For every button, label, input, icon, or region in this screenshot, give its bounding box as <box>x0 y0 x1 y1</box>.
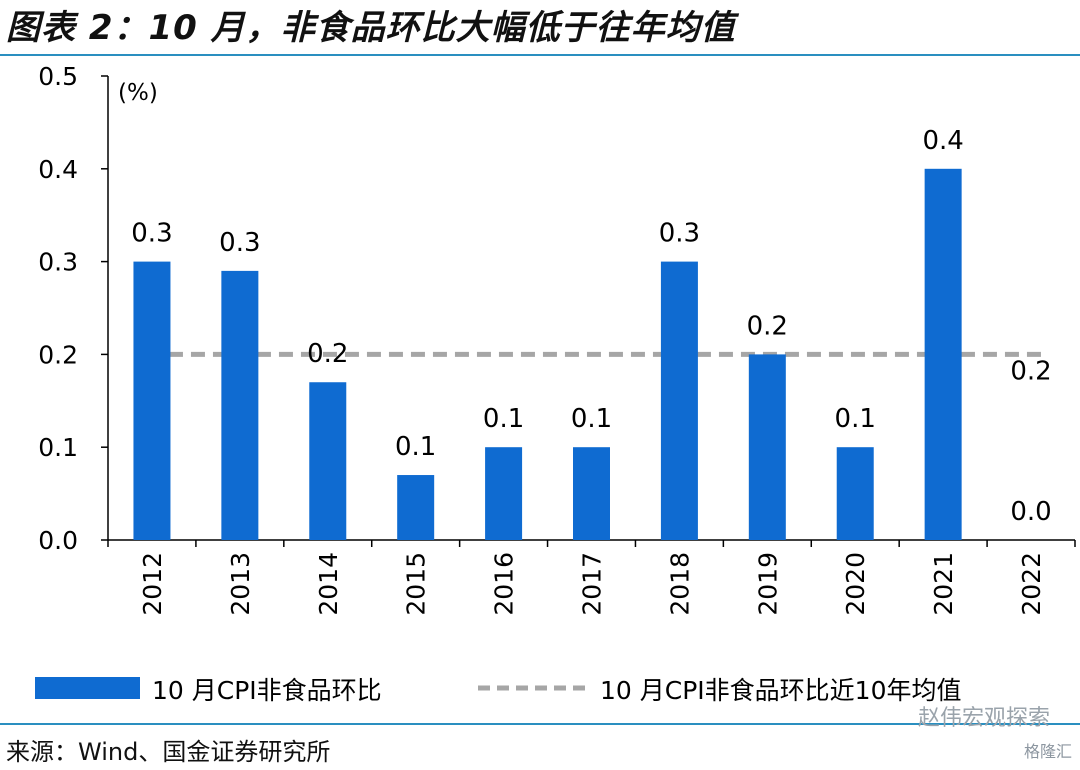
bar-data-label: 0.3 <box>659 219 700 249</box>
bar <box>836 447 874 540</box>
bar <box>309 382 347 540</box>
watermark-small: 格隆汇 <box>1023 742 1072 761</box>
legend-bar-label: 10 月CPI非食品环比 <box>152 676 382 705</box>
y-tick-label: 0.0 <box>38 526 78 555</box>
bar <box>221 270 259 540</box>
x-tick-label: 2019 <box>753 552 782 616</box>
x-tick-label: 2022 <box>1017 552 1046 616</box>
y-tick-label: 0.3 <box>38 248 78 277</box>
x-tick-label: 2021 <box>929 552 958 616</box>
average-data-label: 0.2 <box>1010 356 1051 386</box>
x-tick-label: 2013 <box>226 552 255 616</box>
bar-data-label: 0.1 <box>571 404 612 434</box>
bar <box>924 168 962 541</box>
bar-chart: 0.0 0.1 0.2 0.3 0.4 0.5 (%) 2012 2013 2014 2015 201… <box>35 62 1076 705</box>
source-note: 来源：Wind、国金证券研究所 <box>6 738 331 766</box>
bar-data-label: 0.2 <box>747 311 788 341</box>
unit-label: (%) <box>118 80 158 106</box>
bar-data-label: 0.1 <box>835 404 876 434</box>
x-tick-label: 2014 <box>314 552 343 616</box>
footer-divider <box>0 723 1080 725</box>
bar-data-label: 0.0 <box>1010 497 1051 527</box>
data-labels-group: 0.3 0.3 0.2 0.1 0.1 0.1 0.3 0.2 0.1 0.4 0.0 0.2 <box>131 126 1051 527</box>
bar-data-label: 0.1 <box>395 432 436 462</box>
bar <box>397 475 435 540</box>
x-tick-label: 2016 <box>490 552 519 616</box>
bar <box>748 354 786 540</box>
y-tick-label: 0.2 <box>38 340 78 369</box>
bar-data-label: 0.3 <box>131 219 172 249</box>
x-tick-label: 2012 <box>138 552 167 616</box>
chart-axes: 0.0 0.1 0.2 0.3 0.4 0.5 (%) 2012 2013 2014 2015 201… <box>38 62 1076 616</box>
title-divider <box>0 54 1080 56</box>
bar <box>660 261 698 540</box>
legend: 10 月CPI非食品环比 10 月CPI非食品环比近10年均值 <box>35 676 961 705</box>
x-tick-label: 2015 <box>402 552 431 616</box>
y-tick-label: 0.5 <box>38 62 78 91</box>
x-tick-label: 2020 <box>841 552 870 616</box>
y-tick-label: 0.1 <box>38 433 78 462</box>
bar-data-label: 0.4 <box>922 126 963 156</box>
bar <box>133 261 171 540</box>
bar-data-label: 0.3 <box>219 228 260 258</box>
chart-title: 图表 2：10 月，非食品环比大幅低于往年均值 <box>6 8 736 48</box>
x-tick-label: 2018 <box>665 552 694 616</box>
watermark: 赵伟宏观探索 <box>917 706 1050 731</box>
legend-line-label: 10 月CPI非食品环比近10年均值 <box>600 676 961 705</box>
bar-data-label: 0.1 <box>483 404 524 434</box>
y-tick-label: 0.4 <box>38 155 78 184</box>
bars-group <box>133 168 962 541</box>
x-tick-label: 2017 <box>578 552 607 616</box>
bar <box>573 447 610 540</box>
legend-bar-swatch <box>35 677 140 699</box>
bar <box>485 447 523 540</box>
bar-data-label: 0.2 <box>307 339 348 369</box>
